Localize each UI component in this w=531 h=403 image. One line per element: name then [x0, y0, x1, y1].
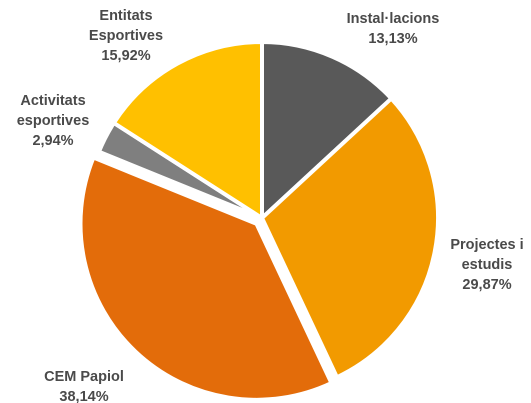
slices-layer [78, 39, 440, 402]
slice-label-activitats-esportives: Activitats esportives 2,94% [17, 93, 90, 149]
slice-value-cem-papiol: 38,14% [59, 389, 108, 403]
slice-name-projectes-i-estudis: estudis [462, 257, 513, 273]
slice-label-entitats-esportives: Entitats Esportives 15,92% [89, 8, 163, 64]
slice-name-entitats-esportives: Esportives [89, 28, 163, 44]
slice-value-installacions: 13,13% [368, 31, 417, 47]
pie-slice-entitats-esportives [111, 39, 264, 222]
slice-name-installacions: Instal·lacions [347, 11, 440, 27]
pie-slice-cem-papiol [78, 154, 335, 402]
slice-label-installacions: Instal·lacions 13,13% [347, 11, 440, 47]
slice-name-cem-papiol: CEM Papiol [44, 369, 124, 385]
slice-value-activitats-esportives: 2,94% [32, 133, 73, 149]
slice-name-projectes-i-estudis: Projectes i [450, 237, 523, 253]
slice-value-entitats-esportives: 15,92% [101, 48, 150, 64]
slice-name-activitats-esportives: Activitats [20, 93, 85, 109]
slice-name-activitats-esportives: esportives [17, 113, 90, 129]
slice-name-entitats-esportives: Entitats [99, 8, 152, 24]
pie-slice-projectes-i-estudis [259, 95, 440, 380]
slice-label-projectes-i-estudis: Projectes i estudis 29,87% [450, 237, 523, 293]
slice-label-cem-papiol: CEM Papiol 38,14% [44, 369, 124, 403]
pie-slice-installacions [260, 39, 395, 223]
labels-layer: Instal·lacions 13,13% Projectes i estudis 29… [17, 8, 524, 403]
slice-value-projectes-i-estudis: 29,87% [462, 277, 511, 293]
